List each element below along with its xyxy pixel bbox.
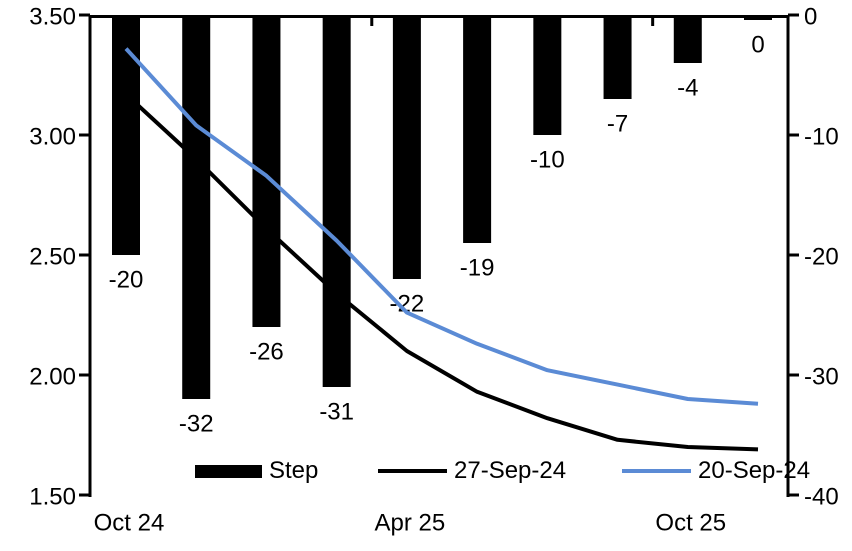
line-20sep-swatch xyxy=(622,469,691,473)
x-axis-label: Apr 25 xyxy=(375,510,446,537)
right-axis-tick-label: -20 xyxy=(804,244,839,271)
left-axis-tick-label: 3.00 xyxy=(29,124,76,151)
left-axis-tick-label: 3.50 xyxy=(29,4,76,31)
step-bar xyxy=(533,15,562,135)
right-axis-tick-label: 0 xyxy=(804,4,817,31)
left-axis-tick-label: 2.00 xyxy=(29,364,76,391)
right-axis-tick-label: -10 xyxy=(804,124,839,151)
line-27sep-swatch xyxy=(378,469,447,473)
left-axis-tick-label: 2.50 xyxy=(29,244,76,271)
line-27-sep-24 xyxy=(124,92,759,452)
x-axis-label: Oct 25 xyxy=(655,510,726,537)
step-bar xyxy=(322,15,351,387)
x-axis-label: Oct 24 xyxy=(94,510,165,537)
lines-group xyxy=(124,47,759,452)
bar-data-label: -20 xyxy=(109,267,144,294)
bars-group xyxy=(112,15,772,399)
step-bar-swatch xyxy=(195,464,262,478)
bar-data-label: -7 xyxy=(607,111,628,138)
x-labels-group: Oct 24 Apr 25 Oct 25 xyxy=(94,510,726,537)
legend-item-27-sep-24: 27-Sep-24 xyxy=(378,456,566,486)
step-bar xyxy=(392,15,421,279)
step-bar xyxy=(182,15,211,399)
right-axis-tick-label: -40 xyxy=(804,484,839,511)
bar-data-label: -31 xyxy=(319,399,354,426)
line-20-sep-24 xyxy=(124,47,759,406)
bar-data-label: 0 xyxy=(751,32,764,59)
axes-group: 3.50 03.00 -102.50 -202.00 -301.50 -40 xyxy=(29,4,838,511)
step-bar xyxy=(744,15,772,20)
legend-label-step: Step xyxy=(269,457,319,484)
bar-data-label: -4 xyxy=(677,75,698,102)
step-bar xyxy=(603,15,632,99)
legend-item-step: Step xyxy=(195,456,318,486)
right-axis-tick-label: -30 xyxy=(804,364,839,391)
step-bar xyxy=(112,15,140,255)
legend-label-20-sep-24: 20-Sep-24 xyxy=(698,457,811,484)
legend-label-27-sep-24: 27-Sep-24 xyxy=(454,457,567,484)
bar-data-label: -26 xyxy=(249,339,284,366)
legend-item-20-sep-24: 20-Sep-24 xyxy=(622,456,810,486)
step-bar xyxy=(463,15,492,243)
step-bar xyxy=(252,15,281,327)
bar-data-label: -19 xyxy=(460,255,495,282)
bar-data-label: -32 xyxy=(179,411,214,438)
left-axis-tick-label: 1.50 xyxy=(29,484,76,511)
step-bar xyxy=(673,15,702,63)
bar-labels-group: -20-32-26-31-22-19-10-7-40 xyxy=(109,32,765,438)
bar-data-label: -10 xyxy=(530,147,565,174)
